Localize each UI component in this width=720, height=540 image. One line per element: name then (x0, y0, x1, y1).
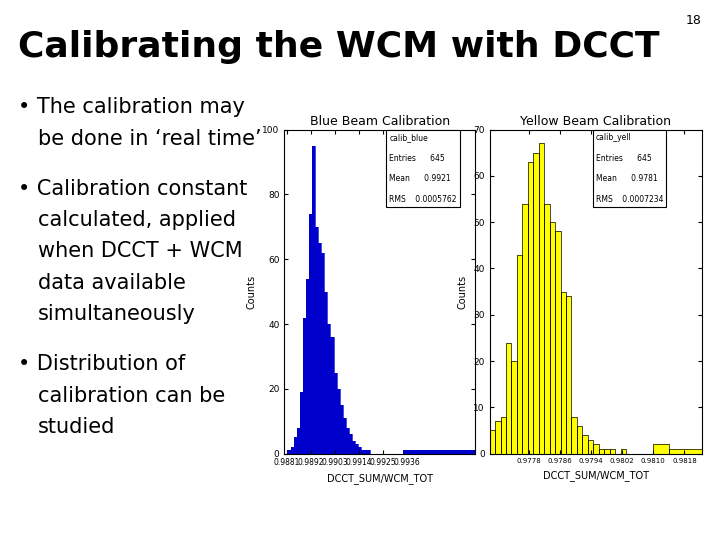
Text: simultaneously: simultaneously (38, 304, 196, 324)
Text: Calibrating the WCM with DCCT: Calibrating the WCM with DCCT (18, 30, 660, 64)
Text: data available: data available (38, 273, 186, 293)
Text: when DCCT + WCM: when DCCT + WCM (38, 241, 243, 261)
Text: • Distribution of: • Distribution of (18, 354, 185, 374)
Text: • The calibration may: • The calibration may (18, 97, 245, 117)
X-axis label: DCCT_SUM/WCM_TOT: DCCT_SUM/WCM_TOT (327, 473, 433, 484)
Y-axis label: Counts: Counts (458, 274, 468, 309)
Text: calib_blue

Entries      645

Mean      0.9921

RMS    0.0005762: calib_blue Entries 645 Mean 0.9921 RMS 0… (390, 133, 457, 204)
Text: calculated, applied: calculated, applied (38, 210, 236, 230)
Y-axis label: Counts: Counts (247, 274, 257, 309)
Text: calibration can be: calibration can be (38, 386, 225, 406)
Title: Yellow Beam Calibration: Yellow Beam Calibration (521, 116, 671, 129)
Text: calib_yell

Entries      645

Mean      0.9781

RMS    0.0007234: calib_yell Entries 645 Mean 0.9781 RMS 0… (596, 133, 663, 204)
Text: • Calibration constant: • Calibration constant (18, 179, 248, 199)
X-axis label: DCCT_SUM/WCM_TOT: DCCT_SUM/WCM_TOT (543, 470, 649, 481)
Text: be done in ‘real time’: be done in ‘real time’ (38, 129, 262, 148)
Text: 18: 18 (686, 14, 702, 26)
Text: studied: studied (38, 417, 115, 437)
Title: Blue Beam Calibration: Blue Beam Calibration (310, 116, 450, 129)
